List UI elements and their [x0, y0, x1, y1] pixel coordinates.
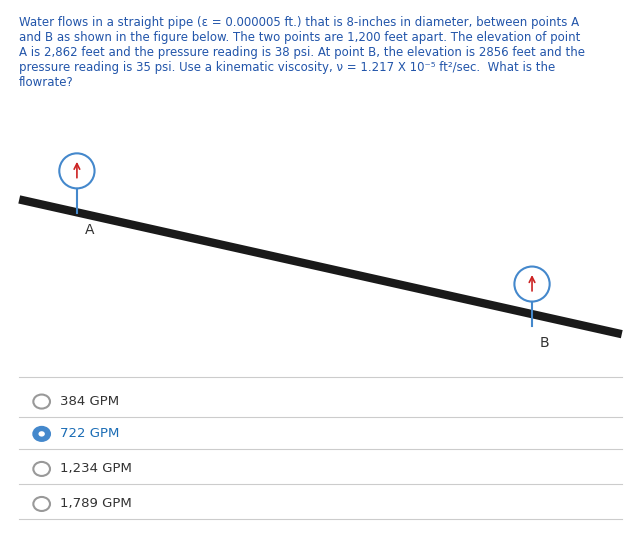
- Text: Water flows in a straight pipe (ε = 0.000005 ft.) that is 8-inches in diameter, : Water flows in a straight pipe (ε = 0.00…: [19, 16, 585, 89]
- Text: 1,234 GPM: 1,234 GPM: [60, 462, 131, 475]
- Text: A: A: [85, 223, 94, 237]
- Text: 722 GPM: 722 GPM: [60, 427, 119, 440]
- Text: B: B: [540, 336, 549, 350]
- Circle shape: [38, 431, 45, 437]
- Text: 1,789 GPM: 1,789 GPM: [60, 497, 131, 510]
- Text: 384 GPM: 384 GPM: [60, 395, 119, 408]
- Circle shape: [33, 427, 50, 441]
